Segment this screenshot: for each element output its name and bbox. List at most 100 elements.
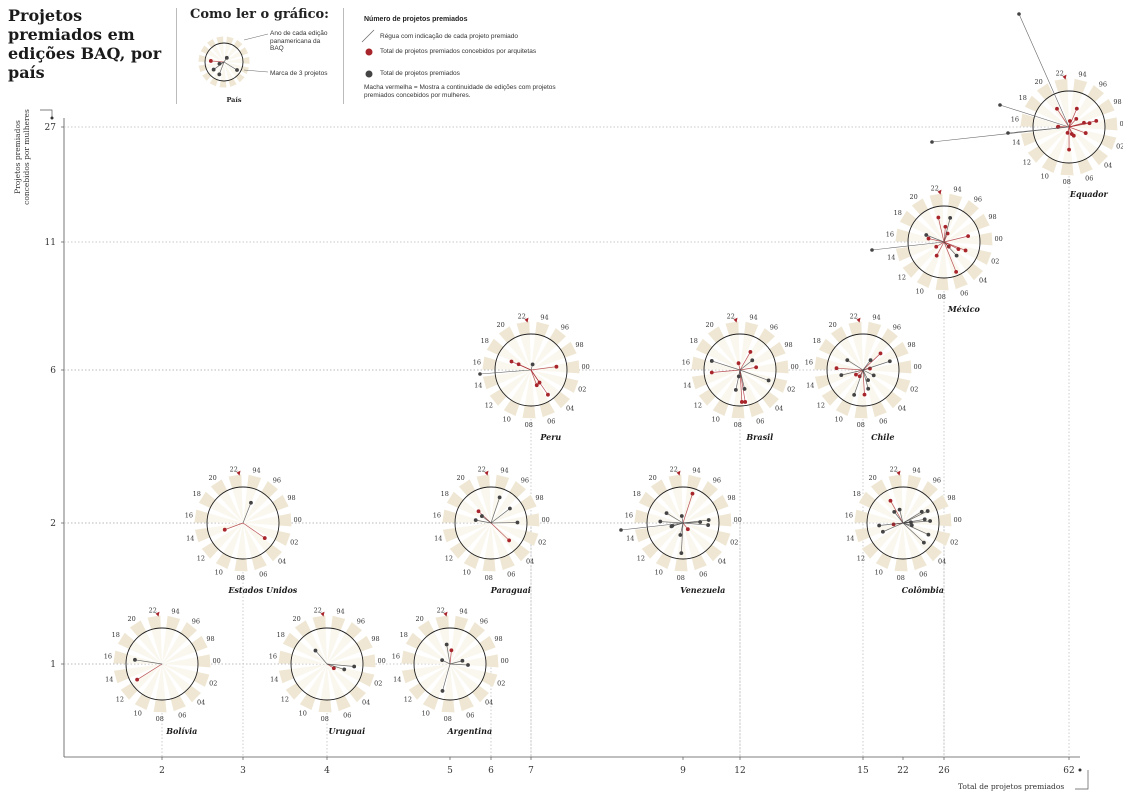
women-project-dot	[891, 522, 896, 527]
edition-inner-wedge	[863, 362, 899, 373]
edition-wedge	[485, 654, 499, 668]
edition-inner-wedge	[520, 334, 531, 370]
edition-inner-wedge	[1036, 103, 1069, 127]
edition-inner-wedge	[162, 628, 176, 664]
project-dot	[733, 387, 738, 392]
edition-label: 94	[749, 313, 757, 321]
women-project-dot	[449, 648, 454, 653]
women-project-dot	[954, 269, 959, 274]
x-tick-label: 5	[447, 766, 453, 776]
edition-inner-wedge	[683, 523, 701, 558]
women-project-dot	[1055, 106, 1059, 111]
edition-wedge	[1020, 132, 1036, 147]
edition-inner-wedge	[327, 633, 353, 664]
edition-label: 22	[931, 185, 939, 193]
edition-label: 08	[897, 574, 905, 582]
edition-inner-wedge	[414, 664, 450, 679]
project-dot	[497, 495, 502, 500]
project-spoke	[739, 369, 746, 403]
radial-glyph: 94 96 98 00 02 04 06 08 10 12 14 16 18 20 22	[185, 466, 302, 583]
edition-wedge	[458, 695, 474, 712]
edition-wedge	[1100, 134, 1117, 150]
edition-wedge	[509, 481, 526, 498]
edition-inner-wedge	[450, 656, 486, 667]
women-project-dot	[1094, 118, 1099, 123]
x-tick-label: 6	[488, 766, 494, 776]
edition-wedge	[251, 554, 267, 571]
project-spoke	[223, 61, 238, 71]
project-dot	[871, 373, 876, 378]
edition-wedge	[861, 542, 879, 559]
edition-wedge	[198, 491, 216, 508]
project-spoke	[882, 522, 904, 533]
edition-wedge	[408, 683, 426, 700]
edition-label: 94	[953, 185, 961, 193]
edition-label: 08	[237, 574, 245, 582]
edition-label: 12	[116, 695, 124, 703]
edition-label: 14	[846, 534, 854, 542]
edition-inner-wedge	[224, 51, 242, 62]
edition-inner-wedge	[903, 492, 929, 523]
edition-label: 20	[497, 321, 505, 329]
edition-label: 96	[273, 477, 281, 485]
edition-label: 16	[1011, 116, 1019, 124]
edition-wedge	[712, 399, 729, 417]
project-spoke	[735, 369, 741, 390]
project-dot	[211, 67, 216, 72]
legend-ruler-text: Régua com indicação de cada projeto prem…	[380, 33, 519, 40]
edition-label: 94	[692, 466, 700, 474]
edition-wedge	[854, 509, 869, 523]
edition-wedge	[503, 399, 520, 417]
x-tick-label: 7	[528, 766, 534, 776]
edition-inner-wedge	[719, 370, 740, 405]
edition-inner-wedge	[162, 664, 191, 693]
edition-inner-wedge	[683, 523, 719, 540]
women-project-dot	[926, 236, 931, 241]
edition-wedge	[191, 635, 208, 652]
edition-inner-wedge	[1069, 127, 1098, 156]
edition-inner-wedge	[531, 349, 565, 370]
edition-wedge	[894, 558, 908, 572]
radial-glyph: 94 96 98 00 02 04 06 08 10 12 14 16 18 20 22	[473, 313, 590, 430]
edition-wedge	[481, 671, 498, 687]
start-marker	[484, 470, 489, 476]
edition-label: 94	[872, 313, 880, 321]
edition-inner-wedge	[913, 242, 944, 269]
edition-wedge	[184, 685, 201, 703]
project-spoke	[943, 241, 959, 250]
country-label: Equador	[1069, 189, 1109, 199]
edition-inner-wedge	[923, 242, 944, 277]
edition-wedge	[892, 341, 909, 358]
women-project-dot	[476, 509, 481, 514]
edition-wedge	[691, 375, 707, 390]
edition-inner-wedge	[131, 664, 162, 691]
edition-inner-wedge	[443, 664, 454, 700]
edition-inner-wedge	[232, 487, 243, 523]
edition-label: 20	[457, 474, 465, 482]
project-dot	[897, 507, 902, 512]
project-dot	[217, 61, 222, 66]
edition-label: 20	[910, 193, 918, 201]
y-tick-label: 11	[45, 238, 56, 248]
edition-wedge	[282, 632, 300, 649]
edition-inner-wedge	[683, 492, 709, 523]
x-tick-label: 22	[897, 766, 908, 776]
edition-wedge	[875, 552, 892, 570]
women-project-dot	[331, 666, 336, 671]
project-dot	[866, 386, 871, 391]
project-dot	[664, 511, 669, 516]
reference-circle	[206, 486, 280, 560]
edition-label: 18	[400, 631, 408, 639]
edition-label: 14	[887, 253, 895, 261]
edition-wedge	[687, 474, 702, 490]
edition-inner-wedge	[491, 523, 527, 540]
edition-label: 06	[178, 711, 186, 719]
edition-label: 02	[538, 539, 546, 547]
edition-inner-wedge	[429, 664, 450, 699]
edition-label: 14	[105, 675, 113, 683]
edition-wedge	[881, 328, 898, 345]
edition-inner-wedge	[243, 492, 269, 523]
edition-label: 04	[485, 699, 493, 707]
edition-label: 98	[206, 635, 214, 643]
women-project-dot	[936, 215, 941, 220]
